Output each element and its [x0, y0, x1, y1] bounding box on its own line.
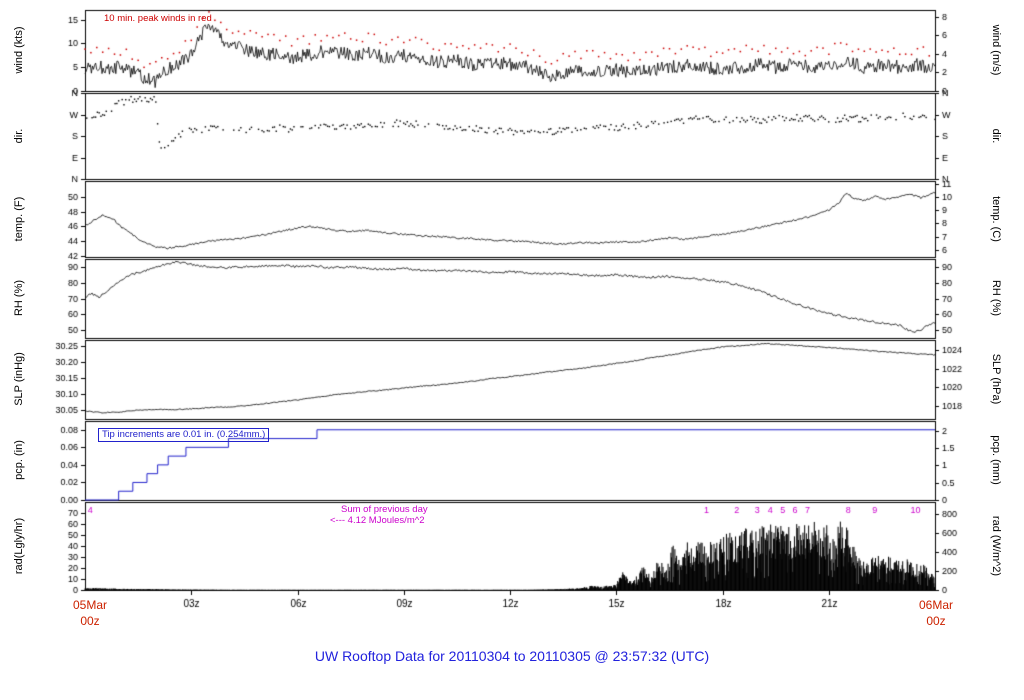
axis-label-rh-right: RH (%) [990, 279, 1002, 317]
peak-wind-note: 10 min. peak winds in red [104, 13, 212, 24]
tip-increment-note: Tip increments are 0.01 in. (0.254mm.) [98, 428, 270, 442]
axis-label-rad-wm2: rad (W/m^2) [990, 515, 1002, 577]
axis-label-pcp-in: pcp. (in) [13, 440, 25, 480]
axis-label-wind-ms: wind (m/s) [990, 24, 1002, 76]
chart-title: UW Rooftop Data for 20110304 to 20110305… [314, 648, 710, 664]
x-end-hour-label: 00z [926, 614, 946, 628]
axis-label-temp-f: temp. (F) [13, 196, 25, 242]
axis-label-slp-hpa: SLP (hPa) [990, 353, 1002, 405]
axis-label-rad-lgly: rad(Lgly/hr) [13, 517, 25, 575]
axis-label-wind-kts: wind (kts) [13, 26, 25, 74]
x-start-date-label: 05Mar [72, 598, 107, 612]
x-start-hour-label: 00z [80, 614, 100, 628]
axis-label-rh-left: RH (%) [13, 279, 25, 317]
x-end-date-label: 06Mar [918, 598, 953, 612]
axis-label-dir-left: dir. [13, 128, 25, 144]
axis-label-dir-right: dir. [990, 128, 1002, 144]
axis-label-pcp-mm: pcp. (mm) [990, 435, 1002, 485]
axis-label-slp-inhg: SLP (inHg) [13, 352, 25, 406]
prev-day-sum-value: <--- 4.12 MJoules/m^2 [330, 515, 425, 526]
prev-day-sum-note: Sum of previous day [341, 504, 428, 515]
axis-label-temp-c: temp. (C) [990, 196, 1002, 242]
